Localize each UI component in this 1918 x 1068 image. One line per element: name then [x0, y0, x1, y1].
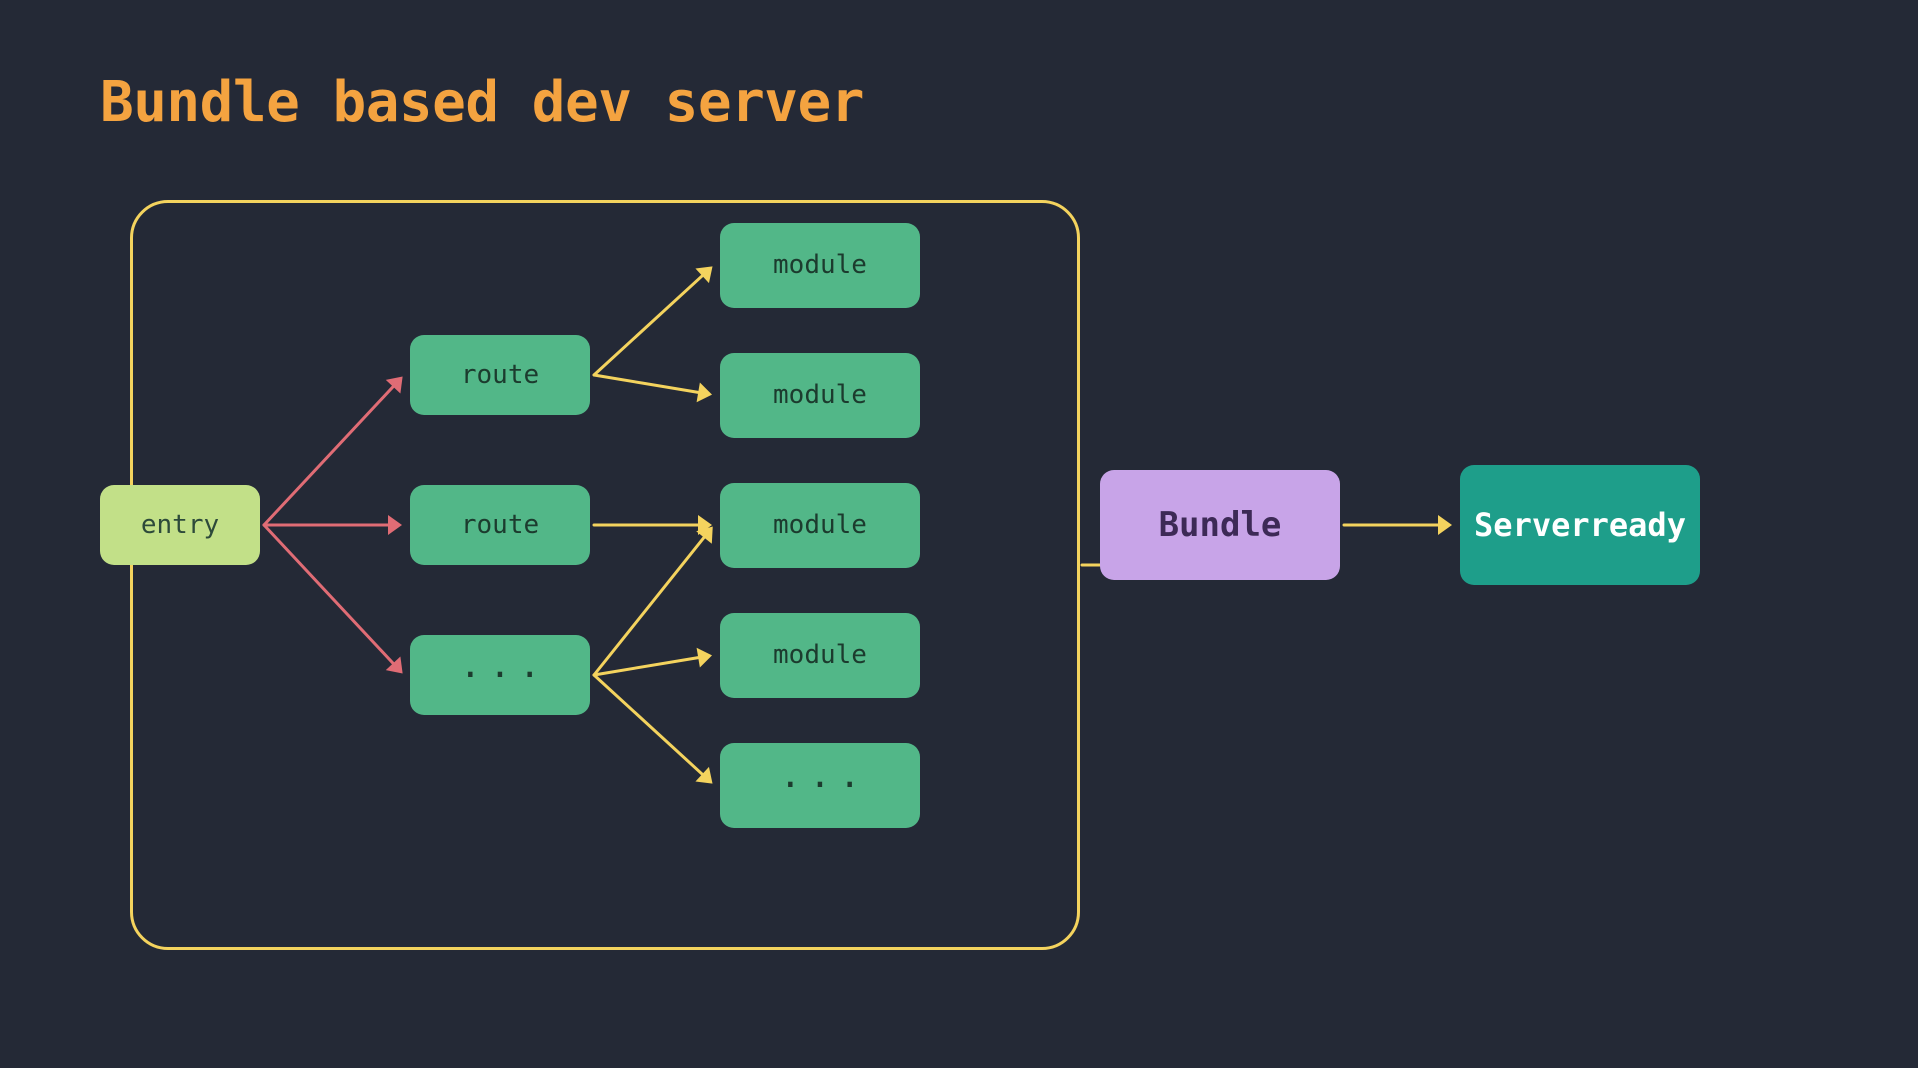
node-mod3: module: [720, 483, 920, 568]
node-ready: Serverready: [1460, 465, 1700, 585]
node-bundle: Bundle: [1100, 470, 1340, 580]
bundle-container-border: [130, 200, 1080, 950]
node-mod4: module: [720, 613, 920, 698]
node-route1: route: [410, 335, 590, 415]
node-mod1: module: [720, 223, 920, 308]
node-mod2: module: [720, 353, 920, 438]
diagram-title: Bundle based dev server: [100, 70, 864, 135]
node-mod5: ···: [720, 743, 920, 828]
node-route3: ···: [410, 635, 590, 715]
node-entry: entry: [100, 485, 260, 565]
node-route2: route: [410, 485, 590, 565]
diagram-stage: Bundle based dev server entry route route ·…: [0, 0, 1918, 1068]
